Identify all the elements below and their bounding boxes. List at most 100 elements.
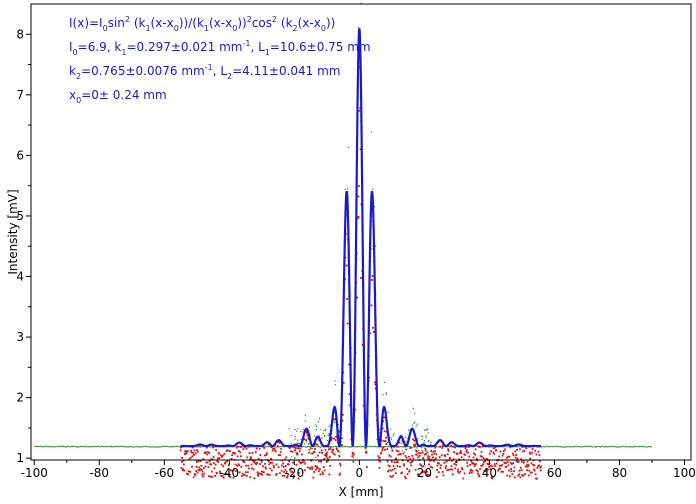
annotation-part: 1 (145, 24, 150, 33)
background-point (46, 445, 48, 447)
measured-point (260, 472, 262, 475)
measured-point (512, 462, 515, 464)
measured-point (390, 446, 393, 449)
measured-point (257, 458, 260, 460)
measured-point (205, 451, 207, 454)
background-point (590, 445, 593, 447)
measured-point (306, 466, 309, 469)
background-point (153, 446, 156, 448)
background-point (454, 445, 456, 448)
measured-point (445, 460, 448, 463)
measured-point (459, 452, 461, 454)
measured-point (202, 458, 205, 460)
measured-point (378, 457, 381, 459)
measured-point (207, 451, 209, 454)
background-point (152, 446, 154, 448)
measured-point (206, 461, 209, 464)
measured-point (338, 473, 341, 476)
background-point (416, 423, 418, 425)
measured-point (321, 471, 324, 474)
background-point (211, 446, 213, 448)
measured-point (357, 195, 359, 198)
measured-point (467, 451, 469, 454)
measured-point (472, 456, 475, 459)
measured-point (299, 447, 302, 450)
measured-point (500, 470, 503, 473)
measured-point (297, 477, 300, 480)
measured-point (391, 468, 394, 471)
measured-point (422, 465, 425, 468)
background-point (342, 446, 344, 448)
measured-point (474, 448, 477, 451)
measured-point (253, 461, 255, 464)
measured-point (213, 467, 216, 470)
measured-point (483, 461, 485, 463)
measured-point (369, 332, 371, 335)
measured-point (480, 451, 483, 453)
background-point (550, 445, 552, 448)
measured-point (358, 185, 360, 187)
measured-point (389, 455, 392, 458)
background-point (274, 446, 276, 448)
background-point (402, 446, 404, 448)
background-point (645, 445, 647, 448)
measured-point (370, 304, 373, 307)
background-point (588, 446, 590, 448)
measured-point (208, 460, 211, 462)
background-point (64, 446, 66, 448)
measured-point (443, 461, 446, 464)
background-point (251, 446, 253, 448)
background-point (609, 445, 611, 447)
annotation-part: 0 (174, 24, 179, 33)
measured-point (210, 470, 213, 473)
measured-point (501, 464, 504, 466)
measured-point (525, 465, 527, 468)
measured-point (179, 449, 182, 452)
background-point (315, 445, 317, 447)
background-point (157, 446, 159, 448)
measured-point (407, 455, 410, 458)
background-point (577, 446, 580, 448)
background-point (319, 445, 321, 448)
measured-point (434, 450, 436, 452)
background-point (613, 445, 615, 447)
measured-point (271, 469, 273, 472)
measured-point (358, 109, 361, 112)
measured-point (508, 469, 510, 472)
measured-point (371, 275, 374, 277)
measured-point (235, 470, 237, 473)
measured-point (536, 477, 538, 480)
measured-point (318, 451, 321, 454)
background-point (304, 446, 306, 448)
background-point (174, 445, 176, 447)
measured-point (262, 465, 264, 468)
measured-point (298, 472, 300, 474)
background-point (70, 445, 72, 448)
measured-point (467, 446, 470, 448)
measured-point (414, 468, 417, 471)
measured-point (460, 452, 463, 454)
measured-point (425, 474, 428, 477)
background-point (416, 447, 418, 449)
measured-point (319, 468, 321, 470)
measured-point (513, 470, 515, 473)
measured-point (466, 465, 469, 468)
annotation-part: cos (252, 16, 272, 30)
measured-point (289, 469, 292, 471)
measured-point (246, 474, 248, 477)
measured-point (296, 453, 299, 456)
background-point (646, 446, 648, 448)
background-point (346, 188, 349, 190)
measured-point (287, 463, 290, 466)
measured-point (451, 468, 454, 471)
background-point (320, 446, 322, 448)
background-point (505, 445, 507, 447)
background-point (589, 445, 591, 447)
measured-point (388, 454, 391, 457)
background-point (441, 445, 443, 447)
measured-point (408, 469, 411, 472)
measured-point (528, 469, 531, 472)
annotation-part: , L (213, 64, 228, 78)
background-point (426, 429, 428, 431)
measured-point (197, 460, 200, 463)
